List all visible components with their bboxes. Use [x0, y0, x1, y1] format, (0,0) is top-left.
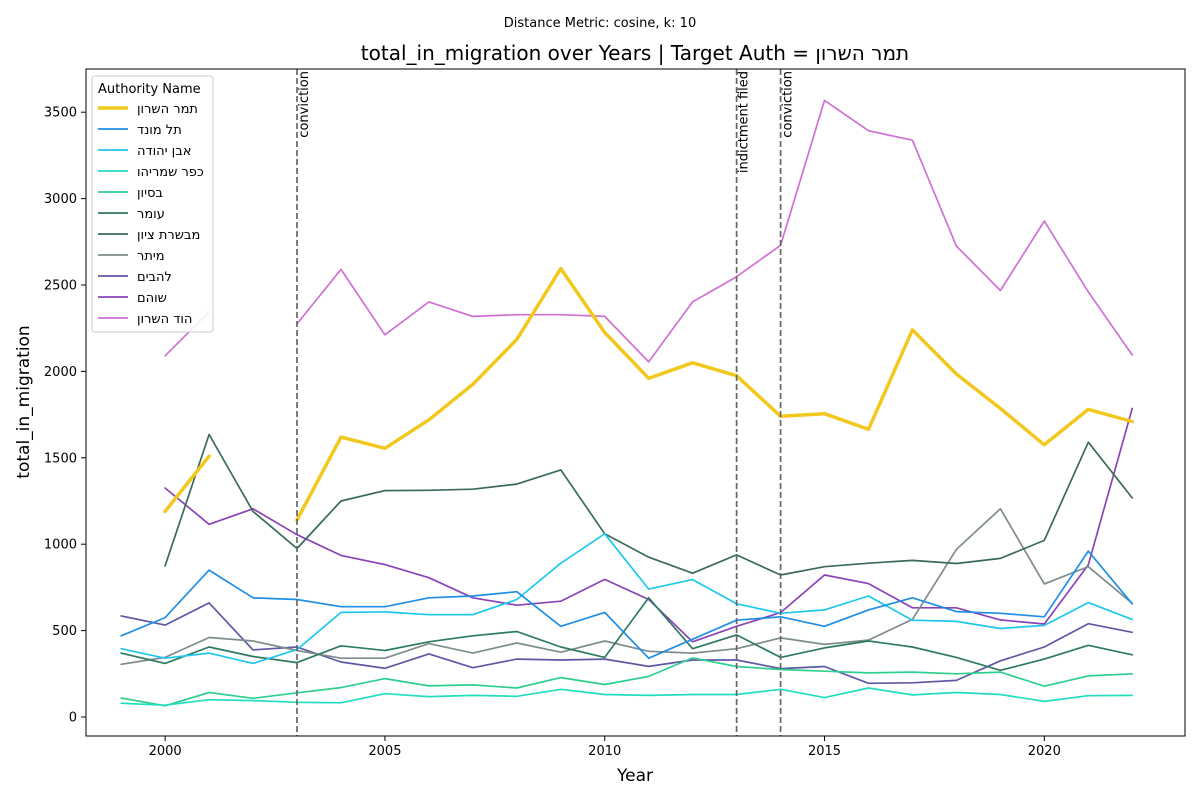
series-line-0-1 [295, 266, 1134, 522]
series-line-6-0 [164, 433, 1134, 576]
series-0 [163, 266, 1134, 522]
x-tick-label-0: 2000 [149, 744, 182, 759]
event-label-0: conviction [297, 71, 312, 138]
legend-label-5: עומר [137, 207, 165, 222]
series-line-0-0 [163, 454, 211, 514]
legend-label-9: שוהם [137, 291, 167, 306]
series-9 [164, 407, 1134, 643]
series-10 [164, 99, 1134, 363]
event-label-2: conviction [781, 71, 796, 138]
series-line-5-0 [120, 596, 1134, 672]
legend: Authority Name תמר השרון תל מונד אבן יהודה… [91, 75, 214, 333]
series-line-9-0 [164, 407, 1134, 643]
series-line-7-0 [120, 507, 1134, 666]
y-axis-ticks: 0 500 1000 1500 2000 2500 3000 3500 [44, 106, 86, 725]
y-tick-label-1: 500 [52, 624, 77, 639]
series-line-1-0 [120, 550, 1134, 660]
x-tick-label-4: 2020 [1028, 744, 1061, 759]
y-tick-label-6: 3000 [44, 192, 77, 207]
x-tick-label-1: 2005 [368, 744, 401, 759]
x-axis-label: Year [616, 766, 653, 786]
legend-label-6: מבשרת ציון [137, 228, 200, 243]
series-line-4-0 [120, 657, 1134, 707]
legend-title: Authority Name [98, 82, 201, 97]
y-tick-label-0: 0 [69, 710, 77, 725]
plot-area: conviction indictment filed conviction [120, 69, 1134, 736]
series-5 [120, 596, 1134, 672]
legend-label-1: תל מונד [137, 123, 182, 138]
series-6 [164, 433, 1134, 576]
series-3 [120, 687, 1134, 707]
series-line-8-0 [120, 602, 1134, 685]
series-8 [120, 602, 1134, 685]
y-tick-label-3: 1500 [44, 451, 77, 466]
series-line-3-0 [120, 687, 1134, 707]
y-tick-label-2: 1000 [44, 538, 77, 553]
series-1 [120, 550, 1134, 660]
y-tick-label-5: 2500 [44, 278, 77, 293]
legend-label-4: בסיון [137, 186, 163, 201]
series-2 [120, 532, 1134, 665]
x-tick-label-3: 2015 [808, 744, 841, 759]
legend-label-7: מיתר [137, 249, 165, 264]
y-axis-label: total_in_migration [14, 325, 34, 478]
series-line-10-1 [296, 99, 1134, 363]
legend-label-0: תמר השרון [137, 102, 198, 117]
event-label-1: indictment filed [737, 71, 752, 173]
series-4 [120, 657, 1134, 707]
legend-box [91, 75, 214, 333]
series-line-2-0 [120, 532, 1134, 665]
suptitle: Distance Metric: cosine, k: 10 [504, 16, 696, 31]
y-tick-label-4: 2000 [44, 365, 77, 380]
x-axis-ticks: 2000 2005 2010 2015 2020 [149, 736, 1061, 759]
chart-title: total_in_migration over Years | Target A… [361, 41, 909, 65]
y-tick-label-7: 3500 [44, 106, 77, 121]
legend-label-10: הוד השרון [137, 312, 192, 327]
legend-label-3: כפר שמריהו [137, 165, 204, 180]
series-7 [120, 507, 1134, 666]
legend-label-8: להבים [137, 270, 172, 285]
x-tick-label-2: 2010 [588, 744, 621, 759]
legend-label-2: אבן יהודה [137, 144, 191, 159]
axes-frame [85, 68, 1186, 737]
